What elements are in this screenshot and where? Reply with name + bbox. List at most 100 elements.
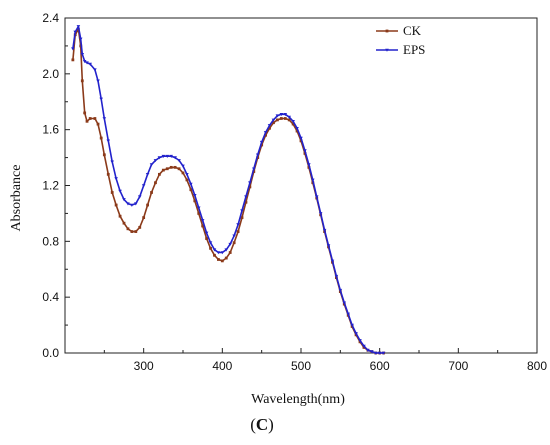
data-point-ck [283, 117, 287, 120]
y-tick-label: 0.4 [42, 290, 59, 304]
series-eps [71, 25, 386, 355]
panel-label-open: ( [250, 415, 256, 434]
data-point-eps [216, 251, 221, 255]
data-point-eps [122, 198, 126, 202]
data-point-ck [279, 117, 283, 120]
data-point-eps [326, 244, 331, 248]
data-point-ck [193, 199, 197, 203]
data-point-eps [346, 312, 350, 316]
data-point-ck [130, 230, 134, 233]
data-point-ck [118, 214, 122, 218]
data-point-ck [165, 167, 169, 171]
data-point-ck [150, 191, 153, 194]
data-point-eps [255, 153, 260, 157]
x-tick-label: 600 [370, 359, 390, 373]
data-point-eps [354, 332, 358, 336]
data-point-eps [322, 228, 327, 232]
data-point-eps [307, 163, 311, 167]
data-point-eps [228, 242, 232, 246]
data-point-ck [287, 118, 291, 122]
data-point-eps [193, 193, 197, 198]
data-point-eps [287, 115, 291, 119]
y-tick-label: 0.0 [42, 346, 59, 360]
data-point-eps [93, 68, 97, 72]
data-point-eps [208, 241, 213, 245]
x-tick-label: 400 [212, 359, 232, 373]
x-tick-label: 700 [448, 359, 468, 373]
data-point-ck [169, 165, 173, 169]
data-point-eps [99, 97, 103, 101]
data-point-eps [373, 351, 378, 355]
data-point-eps [114, 177, 118, 181]
data-point-ck [158, 172, 161, 176]
panel-label-letter: C [256, 415, 268, 434]
data-point-ck [88, 117, 92, 120]
data-point-eps [279, 113, 284, 117]
data-point-eps [80, 52, 85, 57]
data-point-ck [272, 121, 275, 125]
data-point-ck [299, 139, 303, 143]
data-point-eps [248, 181, 252, 185]
data-point-eps [71, 47, 75, 51]
data-point-eps [283, 113, 288, 117]
legend-item-eps: EPS [376, 42, 425, 57]
data-point-eps [299, 136, 303, 140]
y-tick-label: 1.2 [42, 179, 59, 193]
plot-frame [64, 17, 538, 354]
data-point-ck [142, 216, 146, 220]
data-point-ck [185, 178, 189, 182]
data-point-eps [291, 119, 295, 124]
data-point-eps [88, 62, 92, 66]
data-point-eps [161, 154, 166, 158]
data-point-ck [181, 171, 185, 175]
data-point-eps [252, 167, 256, 171]
data-point-eps [82, 59, 87, 64]
data-point-eps [259, 140, 264, 145]
data-point-eps [76, 25, 81, 29]
legend-label-ck: CK [403, 23, 422, 38]
data-point-eps [110, 160, 114, 164]
data-point-ck [134, 230, 138, 233]
data-point-ck [71, 58, 75, 62]
data-point-ck [154, 181, 157, 185]
x-tick-label: 300 [134, 359, 154, 373]
data-point-eps [330, 259, 335, 263]
data-point-eps [381, 351, 386, 355]
axes: 300 400 500 600 700 800 0.0 0.4 0.8 1.2 1.6 2.0 2.4 [42, 11, 547, 373]
data-point-eps [189, 182, 193, 186]
data-point-ck [260, 143, 264, 147]
data-point-eps [181, 164, 185, 168]
data-point-eps [173, 156, 177, 160]
data-point-ck [80, 79, 84, 83]
data-point-eps [224, 248, 229, 252]
data-point-eps [85, 61, 89, 65]
data-point-ck [264, 133, 267, 137]
data-point-eps [141, 184, 146, 188]
data-point-eps [314, 195, 319, 199]
data-point-ck [276, 118, 279, 122]
legend-label-eps: EPS [403, 42, 425, 57]
data-point-eps [169, 154, 173, 158]
data-point-eps [73, 30, 78, 34]
data-point-eps [334, 274, 339, 279]
data-point-eps [220, 251, 225, 255]
data-point-eps [149, 163, 154, 167]
x-tick-label: 800 [527, 359, 547, 373]
data-point-ck [106, 172, 110, 176]
data-point-ck [248, 185, 252, 189]
data-point-eps [232, 234, 236, 238]
data-point-eps [303, 149, 307, 153]
data-point-eps [96, 79, 100, 83]
data-point-ck [177, 167, 181, 171]
data-point-eps [358, 339, 362, 343]
data-point-eps [244, 195, 248, 199]
data-point-ck [224, 256, 228, 260]
data-point-eps [350, 323, 354, 327]
data-point-eps [204, 231, 209, 235]
data-point-ck [102, 153, 106, 157]
data-point-eps [271, 118, 276, 122]
x-tick-label: 500 [291, 359, 311, 373]
data-point-ck [240, 216, 244, 220]
data-point-eps [118, 189, 122, 193]
